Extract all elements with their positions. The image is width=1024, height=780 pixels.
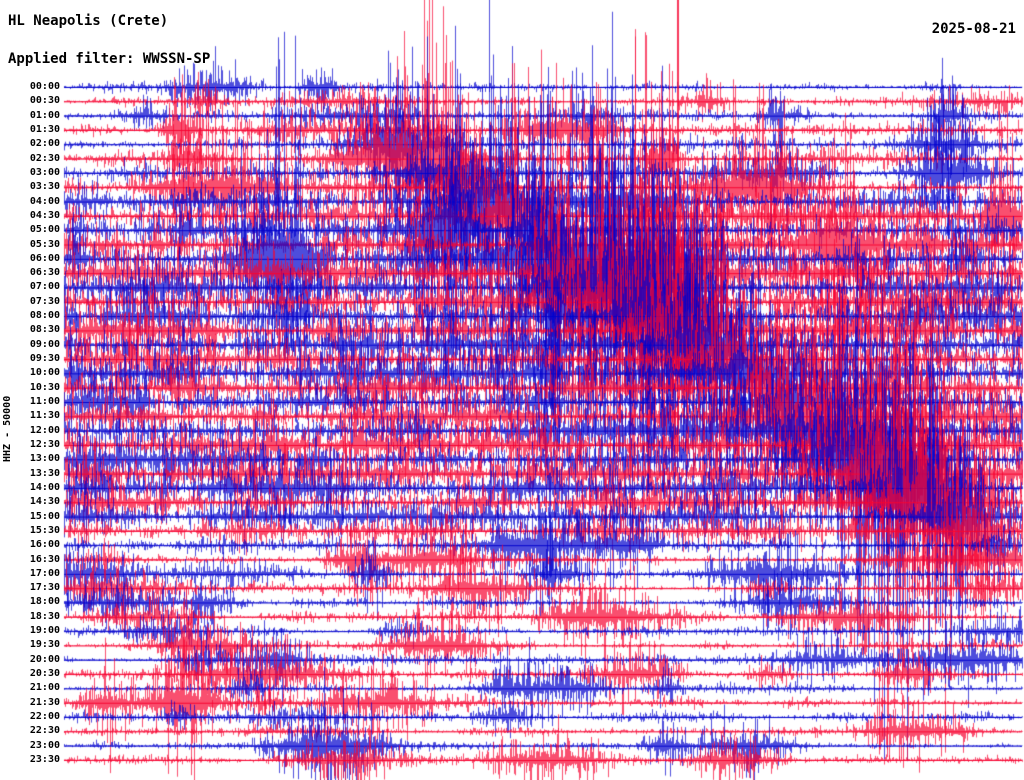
time-label: 06:00 bbox=[29, 252, 60, 264]
time-label: 00:00 bbox=[29, 81, 60, 92]
time-label: 05:00 bbox=[29, 224, 60, 236]
time-label: 20:00 bbox=[29, 653, 60, 665]
time-label: 14:00 bbox=[29, 481, 60, 493]
time-label: 16:00 bbox=[29, 539, 60, 551]
time-label: 21:00 bbox=[29, 682, 60, 694]
time-labels: 00:00 00:30 01:00 01:30 02:00 02:30 03:00 03:30… bbox=[0, 0, 62, 780]
time-label: 01:00 bbox=[29, 109, 60, 121]
filter-label: Applied filter: WWSSN-SP bbox=[8, 51, 211, 67]
time-label: 19:30 bbox=[29, 639, 60, 651]
time-label: 11:00 bbox=[29, 396, 60, 408]
time-label: 13:00 bbox=[29, 453, 60, 465]
time-label: 00:30 bbox=[29, 95, 60, 107]
station-title: HL Neapolis (Crete) bbox=[8, 13, 169, 29]
time-label: 03:00 bbox=[29, 166, 60, 178]
time-label: 06:30 bbox=[29, 267, 60, 279]
time-label: 14:30 bbox=[29, 496, 60, 508]
time-label: 05:30 bbox=[29, 238, 60, 250]
time-label: 19:00 bbox=[29, 625, 60, 637]
time-label: 15:00 bbox=[29, 510, 60, 522]
time-label: 11:30 bbox=[29, 410, 60, 422]
time-label: 17:00 bbox=[29, 567, 60, 579]
time-label: 18:00 bbox=[29, 596, 60, 608]
time-label: 02:00 bbox=[29, 138, 60, 150]
time-label: 13:30 bbox=[29, 467, 60, 479]
record-date: 2025-08-21 bbox=[931, 21, 1016, 37]
time-label: 22:00 bbox=[29, 711, 60, 723]
time-label: 12:30 bbox=[29, 438, 60, 450]
time-label: 23:30 bbox=[29, 754, 60, 765]
time-label: 03:30 bbox=[29, 181, 60, 193]
time-label: 20:30 bbox=[29, 668, 60, 680]
time-label: 02:30 bbox=[29, 152, 60, 164]
time-label: 18:30 bbox=[29, 610, 60, 622]
time-label: 07:00 bbox=[29, 281, 60, 293]
time-label: 04:30 bbox=[29, 209, 60, 221]
time-label: 09:00 bbox=[29, 338, 60, 350]
time-label: 12:00 bbox=[29, 424, 60, 436]
time-label: 17:30 bbox=[29, 582, 60, 594]
time-label: 10:00 bbox=[29, 367, 60, 379]
time-label: 21:30 bbox=[29, 696, 60, 708]
time-label: 08:30 bbox=[29, 324, 60, 336]
time-label: 10:30 bbox=[29, 381, 60, 393]
time-label: 01:30 bbox=[29, 123, 60, 135]
time-label: 07:30 bbox=[29, 295, 60, 307]
time-label: 04:00 bbox=[29, 195, 60, 207]
time-label: 16:30 bbox=[29, 553, 60, 565]
time-label: 08:00 bbox=[29, 310, 60, 322]
time-label: 22:30 bbox=[29, 725, 60, 737]
time-label: 23:00 bbox=[29, 739, 60, 751]
time-label: 15:30 bbox=[29, 524, 60, 536]
time-label: 09:30 bbox=[29, 353, 60, 365]
